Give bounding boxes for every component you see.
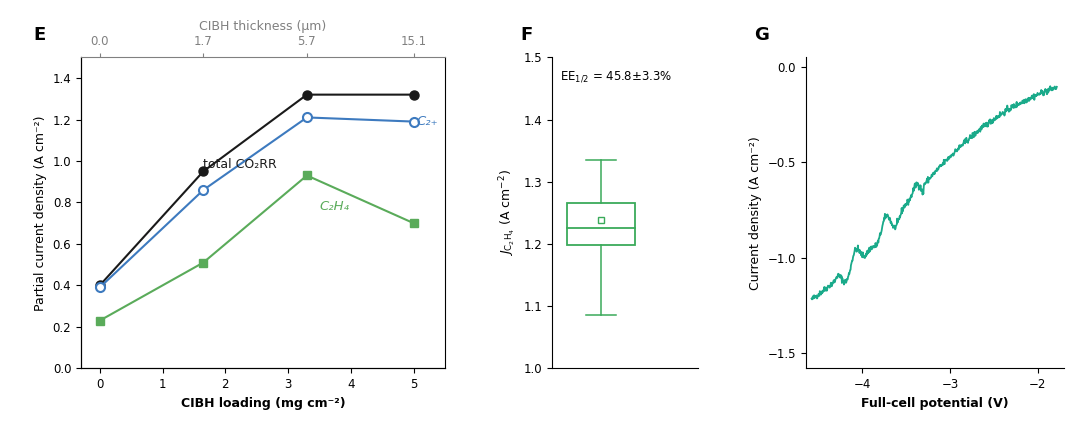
- Text: C₂₊: C₂₊: [417, 115, 438, 128]
- Text: F: F: [521, 26, 532, 44]
- X-axis label: CIBH thickness (μm): CIBH thickness (μm): [200, 20, 326, 33]
- X-axis label: Full-cell potential (V): Full-cell potential (V): [861, 396, 1009, 410]
- Text: G: G: [754, 26, 769, 44]
- Y-axis label: Current density (A cm⁻²): Current density (A cm⁻²): [748, 136, 761, 290]
- Bar: [567, 203, 635, 245]
- Text: total CO₂RR: total CO₂RR: [203, 158, 278, 172]
- Y-axis label: $J_{\mathregular{C_2H_4}}$ (A cm$^{\mathregular{-2}}$): $J_{\mathregular{C_2H_4}}$ (A cm$^{\math…: [498, 169, 518, 256]
- Y-axis label: Partial current density (A cm⁻²): Partial current density (A cm⁻²): [33, 115, 46, 310]
- X-axis label: CIBH loading (mg cm⁻²): CIBH loading (mg cm⁻²): [180, 396, 346, 410]
- Text: E: E: [33, 26, 46, 44]
- Text: C₂H₄: C₂H₄: [320, 200, 350, 213]
- Text: EE$_{1/2}$ = 45.8±3.3%: EE$_{1/2}$ = 45.8±3.3%: [559, 70, 672, 85]
